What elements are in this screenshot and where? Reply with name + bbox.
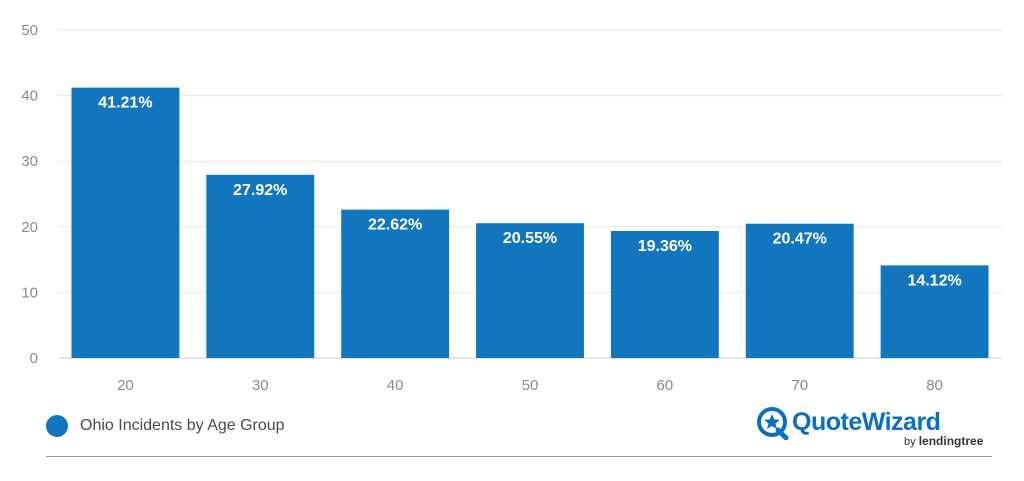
bar[interactable] xyxy=(610,230,719,358)
x-tick-label: 40 xyxy=(387,377,404,394)
bar-data-label: 27.92% xyxy=(233,182,287,199)
bar-data-label: 41.21% xyxy=(98,95,152,112)
bar[interactable] xyxy=(880,265,989,358)
brand-logo: QuoteWizard by lendingtree xyxy=(756,404,986,450)
wizard-star-icon xyxy=(757,407,789,440)
bar[interactable] xyxy=(206,174,315,358)
bar-data-label: 14.12% xyxy=(907,272,961,289)
x-tick-label: 60 xyxy=(657,377,674,394)
x-tick-label: 80 xyxy=(926,377,943,394)
y-axis: 0 10 20 30 40 50 xyxy=(21,22,38,367)
x-tick-label: 70 xyxy=(791,377,808,394)
legend-label: Ohio Incidents by Age Group xyxy=(80,417,285,434)
brand-by: by xyxy=(904,436,916,448)
bar-data-label: 20.55% xyxy=(503,230,557,247)
bar-chart: 0 10 20 30 40 50 41.21% 27.92% 22.62% 20.55% 19.3… xyxy=(21,22,1002,394)
bar-data-label: 19.36% xyxy=(638,238,692,255)
y-tick-label: 30 xyxy=(21,153,38,170)
brand-sub: by lendingtree xyxy=(904,434,983,448)
y-tick-label: 20 xyxy=(21,219,38,236)
bar[interactable] xyxy=(745,223,854,358)
legend[interactable]: Ohio Incidents by Age Group xyxy=(46,415,285,437)
bar[interactable] xyxy=(71,87,180,358)
brand-parent: lendingtree xyxy=(918,434,984,448)
bottom-divider xyxy=(46,456,992,457)
bar-data-label: 20.47% xyxy=(773,231,827,248)
y-tick-label: 10 xyxy=(21,284,38,301)
brand-name: QuoteWizard xyxy=(792,408,941,436)
bar-data-label: 22.62% xyxy=(368,217,422,234)
y-tick-label: 50 xyxy=(21,22,38,39)
y-tick-label: 0 xyxy=(30,350,38,367)
bar[interactable] xyxy=(341,209,450,358)
bars: 41.21% 27.92% 22.62% 20.55% 19.36% 20.47% 14.1… xyxy=(71,87,989,358)
x-tick-label: 50 xyxy=(522,377,539,394)
x-axis: 20 30 40 50 60 70 80 xyxy=(117,377,943,394)
bar[interactable] xyxy=(476,223,584,358)
x-tick-label: 20 xyxy=(117,377,134,394)
x-tick-label: 30 xyxy=(252,377,269,394)
y-tick-label: 40 xyxy=(21,88,38,105)
legend-marker xyxy=(46,415,68,437)
